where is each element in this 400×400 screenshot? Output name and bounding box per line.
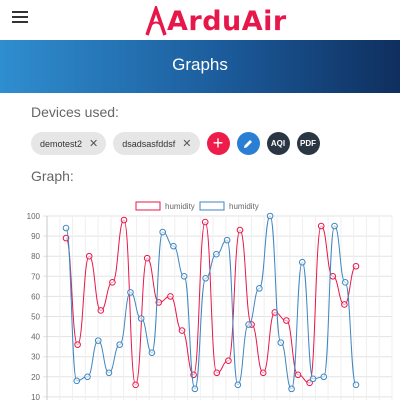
data-point [191, 385, 199, 393]
device-chip[interactable]: dsadsasfddsf ✕ [113, 132, 200, 155]
aqi-button[interactable]: AQI [266, 132, 290, 155]
data-point [120, 216, 128, 224]
graph-label: Graph: [31, 168, 74, 184]
data-point [271, 309, 279, 316]
devices-label: Devices used: [31, 104, 119, 120]
device-chips: demotest2 ✕ dsadsasfddsf ✕ + AQI PDF [31, 132, 327, 155]
close-icon[interactable]: ✕ [89, 138, 99, 150]
logo: ArduAir [145, 4, 287, 38]
y-tick-label: 70 [31, 272, 40, 281]
y-tick-label: 100 [27, 212, 41, 221]
data-point [277, 339, 285, 346]
data-point [213, 369, 221, 377]
add-device-button[interactable]: + [206, 132, 230, 155]
y-tick-label: 30 [31, 353, 40, 362]
data-point [288, 385, 295, 393]
data-point [352, 262, 360, 270]
data-point [329, 273, 337, 280]
legend-swatch [199, 201, 225, 211]
data-point [137, 315, 145, 322]
data-point [341, 279, 349, 286]
logo-text: ArduAir [167, 5, 287, 37]
data-point [84, 373, 91, 381]
chart-grid [43, 215, 393, 400]
data-point [94, 337, 102, 344]
y-tick-label: 60 [31, 292, 40, 301]
data-point [225, 357, 232, 365]
y-tick-label: 80 [31, 252, 40, 261]
data-point [259, 369, 267, 377]
data-point [283, 317, 290, 324]
top-bar: ArduAir [0, 0, 400, 40]
data-point [236, 226, 244, 234]
data-point [74, 341, 81, 348]
data-point [170, 242, 177, 250]
data-point [320, 373, 328, 381]
legend-label: humidity [229, 202, 259, 211]
legend-swatch [135, 201, 161, 211]
data-point [341, 301, 348, 308]
data-point [109, 279, 116, 286]
edit-button[interactable] [236, 132, 260, 155]
device-chip-label: dsadsasfddsf [122, 138, 176, 149]
pdf-button[interactable]: PDF [296, 132, 320, 155]
data-point [116, 341, 124, 348]
data-point [127, 289, 134, 296]
logo-mark-icon [145, 6, 167, 36]
y-tick-label: 10 [31, 393, 40, 400]
y-tick-label: 50 [31, 313, 40, 322]
device-chip[interactable]: demotest2 ✕ [31, 132, 107, 155]
data-point [256, 285, 263, 292]
data-point [266, 212, 274, 220]
device-chip-label: demotest2 [40, 138, 83, 149]
data-point [331, 222, 338, 230]
y-tick-label: 20 [31, 373, 40, 382]
pencil-icon [244, 139, 253, 148]
data-point [213, 250, 220, 258]
data-point [298, 258, 306, 266]
legend-label: humidity [165, 202, 195, 211]
data-point [306, 379, 313, 387]
humidity-chart: 100 90 80 70 60 50 40 30 20 10 humidity humidity [27, 201, 393, 400]
page-title: Graphs [172, 55, 228, 74]
series-line [65, 219, 357, 386]
data-point [62, 224, 70, 232]
y-tick-label: 40 [31, 333, 40, 342]
data-point [97, 307, 105, 314]
data-point [178, 327, 186, 334]
data-point [62, 234, 70, 242]
data-point [352, 381, 360, 389]
data-point [317, 222, 325, 230]
y-axis-ticks: 100 90 80 70 60 50 40 30 20 10 [27, 212, 41, 400]
menu-icon[interactable] [12, 11, 28, 25]
data-point [294, 371, 302, 379]
data-point [85, 252, 93, 260]
data-point [143, 254, 151, 262]
data-point [234, 381, 242, 389]
data-point [223, 236, 231, 244]
data-point [132, 381, 139, 389]
y-tick-label: 90 [31, 232, 40, 241]
data-point [309, 375, 317, 383]
chart-series [62, 212, 360, 393]
data-point [180, 273, 188, 280]
chart-legend: humidity humidity [135, 201, 259, 211]
data-point [201, 218, 209, 226]
data-point [167, 293, 174, 300]
data-point [148, 349, 156, 356]
close-icon[interactable]: ✕ [182, 138, 192, 150]
data-point [73, 377, 81, 385]
data-point [159, 228, 166, 236]
data-point [245, 321, 252, 328]
page-banner: Graphs [0, 40, 400, 93]
data-point [105, 369, 113, 377]
data-point [202, 275, 209, 282]
